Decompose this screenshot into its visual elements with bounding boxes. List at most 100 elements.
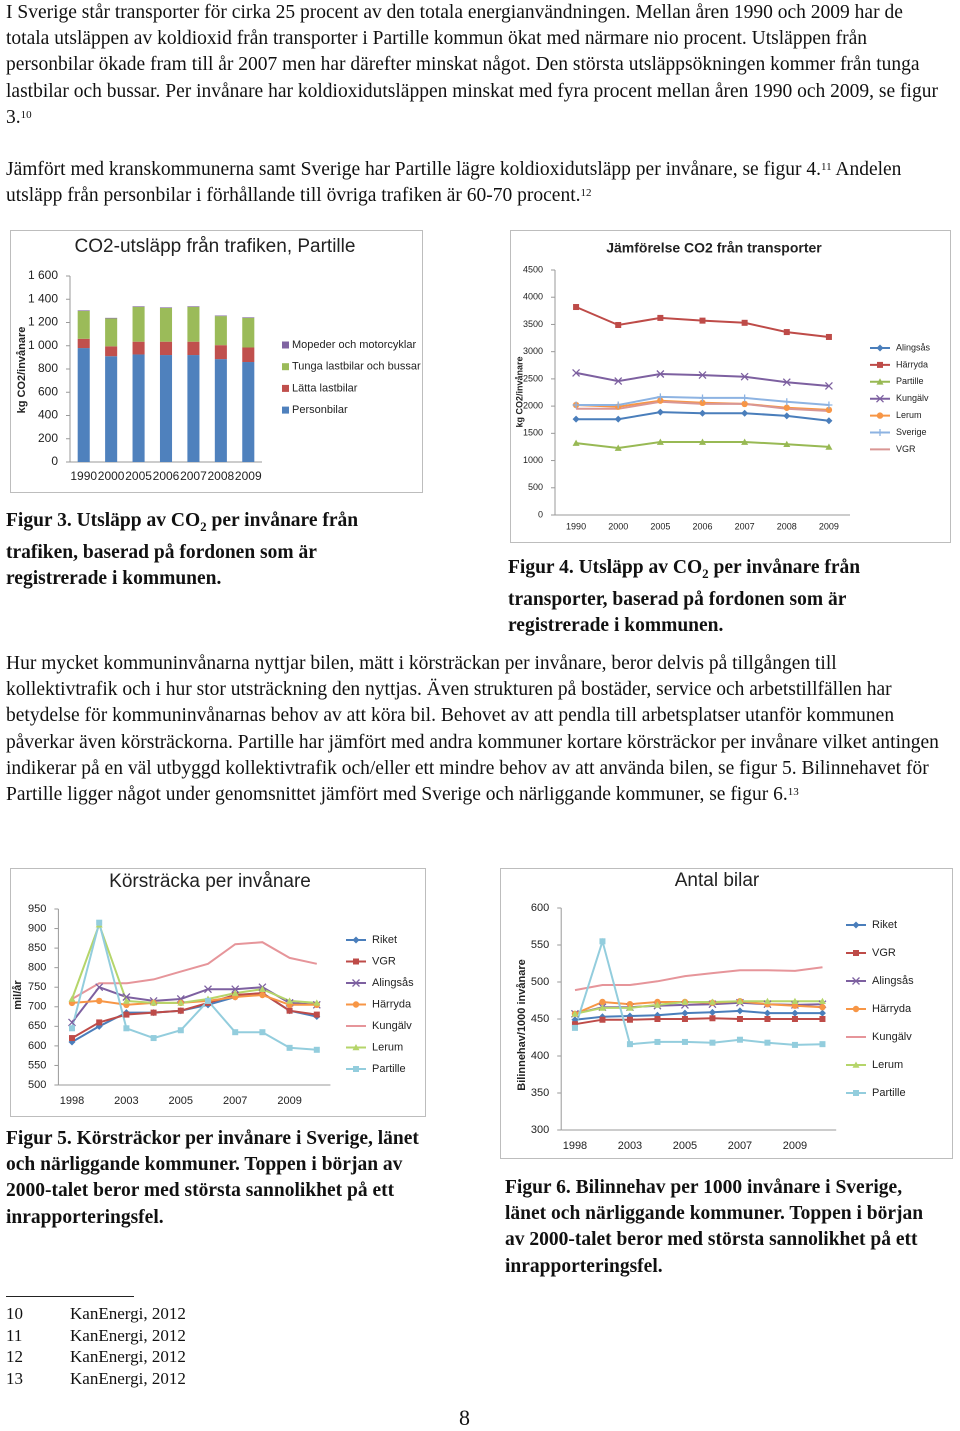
line [71, 941, 318, 1000]
x-tick-label: 2009 [783, 1140, 807, 1152]
legend-label: Partille [872, 1087, 906, 1099]
point [572, 415, 580, 423]
x-tick-label: 2000 [98, 469, 125, 483]
legend-label: Kungälv [872, 1031, 912, 1043]
point [819, 1016, 826, 1022]
line [71, 992, 317, 1039]
legend-label: Härryda [872, 1003, 912, 1015]
point [656, 438, 664, 445]
point [741, 319, 748, 326]
bar-segment [187, 306, 200, 307]
legend-label: Lerum [896, 410, 922, 420]
y-tick-label: 400 [38, 408, 58, 422]
legend-marker [877, 361, 883, 368]
point [313, 1046, 320, 1053]
bar-segment [105, 318, 118, 347]
bar-segment [159, 307, 173, 308]
legend-marker [876, 344, 884, 352]
point [783, 412, 791, 420]
bar-segment [187, 355, 200, 462]
point [259, 1029, 266, 1036]
point [286, 1044, 293, 1051]
chart: Antal bilar Bilinnehav/1000 invånare 300 35… [500, 868, 953, 1159]
legend-marker [876, 412, 884, 419]
paragraph: Jämfört med kranskommunerna samt Sverige… [6, 157, 941, 209]
paragraph-text: Hur mycket kommuninvånarna nyttjar bilen… [6, 653, 939, 806]
point [286, 997, 294, 1004]
legend-label: Lerum [872, 1059, 903, 1071]
paragraph: I Sverige står transporter för cirka 25 … [6, 0, 941, 131]
point [819, 1041, 826, 1048]
point [791, 1041, 798, 1048]
point [615, 321, 622, 328]
point [783, 440, 791, 448]
point [741, 400, 748, 408]
legend-label: Alingsås [896, 342, 931, 352]
x-tick-label: 2008 [208, 469, 235, 483]
chart: Jämförelse CO2 från transporter kg CO2/in… [510, 230, 951, 543]
y-tick-label: 1 200 [28, 315, 58, 329]
x-tick-label: 2007 [180, 469, 207, 483]
point [681, 1016, 688, 1022]
point [764, 1039, 771, 1046]
bar-segment [214, 359, 227, 462]
point [122, 997, 130, 1004]
line [574, 1000, 823, 1015]
point [656, 408, 664, 416]
point [286, 1007, 293, 1014]
point [681, 1009, 689, 1017]
point [573, 304, 580, 311]
point [791, 1016, 798, 1022]
chart-title: CO2-utsläpp från trafiken, Partille [75, 236, 356, 257]
y-tick-label: 1000 [523, 455, 543, 465]
legend-marker [352, 979, 360, 987]
point [571, 1021, 578, 1028]
legend-marker [352, 1044, 360, 1051]
point [764, 1016, 771, 1022]
legend-label: Tunga lastbilar och bussar [292, 361, 421, 373]
y-tick-label: 1 400 [28, 291, 58, 305]
legend-label: Lätta lastbilar [292, 382, 358, 394]
y-tick-label: 3000 [523, 346, 543, 356]
point [653, 1001, 661, 1008]
line [574, 937, 823, 1046]
y-tick-label: 2500 [523, 373, 543, 383]
y-tick-label: 550 [28, 1059, 46, 1071]
footnote-source: KanEnergi, 2012 [70, 1369, 186, 1389]
caption-text: Figur 3. Utsläpp av CO [6, 510, 201, 531]
caption-text: Figur 4. Utsläpp av CO [508, 557, 703, 578]
chart-title: Antal bilar [675, 870, 760, 891]
caption-text: Figur 5. Körsträckor per invånare i Sver… [6, 1128, 419, 1228]
footnote: 12 KanEnergi, 2012 [6, 1346, 186, 1368]
point [232, 1029, 239, 1036]
point [825, 406, 833, 414]
x-tick-label: 2005 [125, 469, 152, 483]
x-tick-label: 1990 [70, 469, 97, 483]
y-tick-label: 500 [531, 976, 549, 988]
legend-label: VGR [896, 444, 916, 454]
point [657, 397, 664, 404]
bar-segment [242, 362, 255, 462]
footnote: 11 KanEnergi, 2012 [6, 1325, 186, 1347]
footnote-ref: 10 [20, 108, 32, 121]
bar-segment [214, 315, 227, 317]
legend-label: Alingsås [372, 977, 414, 989]
point [736, 1007, 744, 1015]
point [763, 1009, 771, 1017]
x-tick-label: 2007 [728, 1140, 752, 1152]
chart: CO2-utsläpp från trafiken, Partille kg CO… [10, 230, 423, 493]
y-tick-label: 900 [28, 922, 46, 934]
point [791, 1009, 799, 1017]
legend-swatch [282, 384, 289, 392]
chart-frame [10, 868, 426, 1117]
legend-label: Riket [872, 919, 897, 931]
footnote: 10 KanEnergi, 2012 [6, 1303, 186, 1325]
point [122, 993, 131, 1001]
x-tick-label: 2000 [608, 521, 628, 531]
y-tick-label: 450 [531, 1013, 549, 1025]
point [572, 401, 580, 409]
y-tick-label: 300 [531, 1124, 549, 1136]
bar-segment [242, 347, 255, 363]
point [783, 398, 791, 406]
point [818, 997, 826, 1005]
